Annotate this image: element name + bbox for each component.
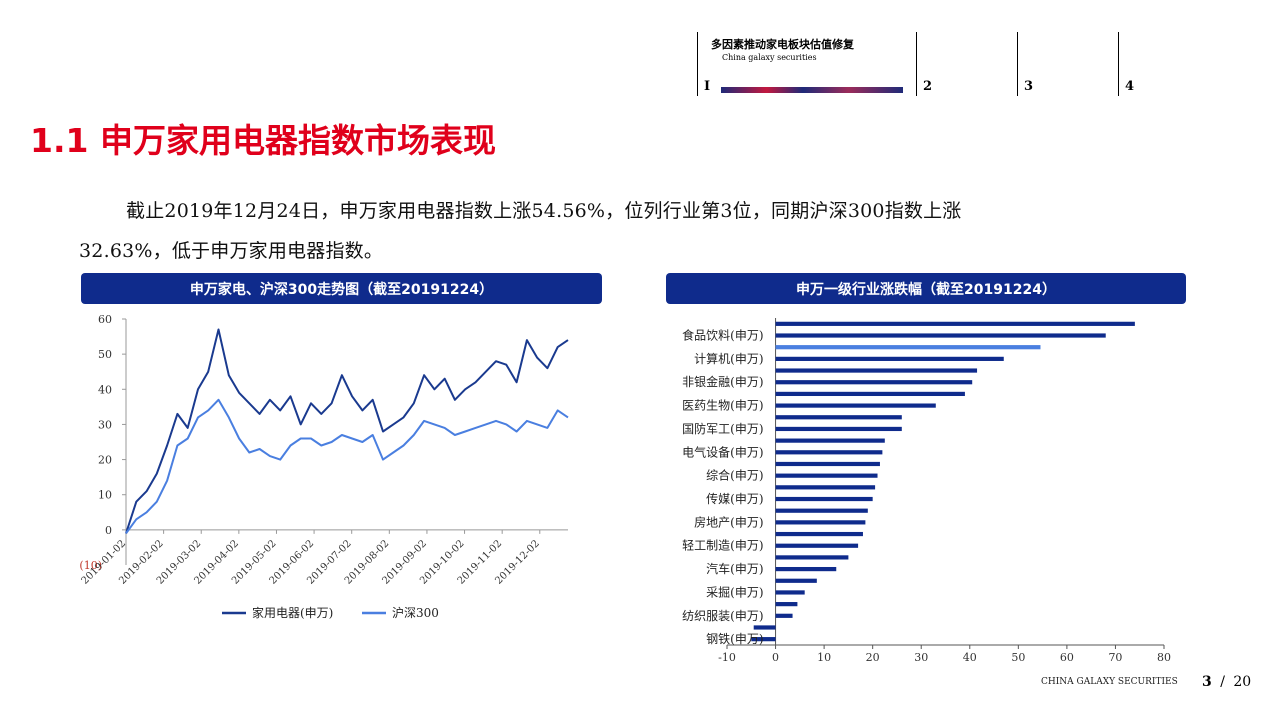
x-tick-label: 30 bbox=[914, 651, 928, 664]
y-tick-label: 40 bbox=[98, 383, 112, 396]
x-tick-label: 80 bbox=[1157, 651, 1171, 664]
x-tick-label: 20 bbox=[866, 651, 880, 664]
nav-divider bbox=[1017, 32, 1018, 96]
x-tick-label: 10 bbox=[817, 651, 831, 664]
legend-label: 沪深300 bbox=[392, 606, 439, 620]
category-label: 电气设备(申万) bbox=[682, 444, 763, 459]
y-tick-label: 10 bbox=[98, 489, 112, 502]
bar bbox=[775, 356, 1004, 361]
bar bbox=[753, 625, 776, 630]
x-tick-label: 40 bbox=[963, 651, 977, 664]
bar bbox=[775, 345, 1041, 350]
bar bbox=[775, 613, 793, 618]
paragraph-line-1: 截止2019年12月24日，申万家用电器指数上涨54.56%，位列行业第3位，同… bbox=[126, 200, 962, 222]
bar bbox=[775, 380, 973, 385]
page-total: 20 bbox=[1233, 674, 1252, 690]
y-tick-label: 60 bbox=[98, 313, 112, 326]
legend-label: 家用电器(申万) bbox=[252, 605, 333, 620]
y-tick-label: 30 bbox=[98, 418, 112, 431]
nav-title: 多因素推动家电板块估值修复 bbox=[711, 38, 854, 51]
y-tick-label: 50 bbox=[98, 348, 112, 361]
bar bbox=[775, 602, 798, 607]
nav-section-3[interactable]: 3 bbox=[1024, 79, 1034, 94]
left-chart-header: 申万家电、沪深300走势图（截至20191224） bbox=[81, 273, 602, 304]
category-label: 钢铁(申万) bbox=[706, 632, 763, 646]
bar bbox=[775, 578, 817, 583]
bar bbox=[775, 473, 878, 478]
nav-divider bbox=[1118, 32, 1119, 96]
category-label: 房地产(申万) bbox=[694, 514, 763, 529]
bar bbox=[775, 496, 873, 502]
category-label: 医药生物(申万) bbox=[682, 399, 763, 413]
bar bbox=[775, 426, 902, 432]
bar bbox=[775, 450, 883, 455]
x-tick-label: 50 bbox=[1011, 651, 1025, 664]
bar bbox=[775, 520, 866, 525]
nav-progress-bar bbox=[721, 87, 903, 93]
nav-divider bbox=[697, 32, 698, 96]
x-tick-label: 0 bbox=[772, 651, 779, 664]
category-label: 国防军工(申万) bbox=[682, 421, 763, 436]
bar bbox=[775, 555, 849, 560]
y-tick-label: 0 bbox=[105, 524, 112, 537]
bar bbox=[751, 637, 776, 642]
page-number: 3 / 20 bbox=[1202, 674, 1251, 690]
y-tick-label: (10) bbox=[79, 559, 102, 572]
category-label: 计算机(申万) bbox=[694, 351, 763, 366]
bar bbox=[775, 321, 1135, 326]
x-tick-label: -10 bbox=[718, 651, 736, 664]
page-separator: / bbox=[1220, 674, 1225, 690]
category-label: 食品饮料(申万) bbox=[682, 328, 763, 343]
bar bbox=[775, 485, 876, 490]
category-label: 综合(申万) bbox=[706, 468, 763, 483]
bar bbox=[775, 438, 885, 443]
y-tick-label: 20 bbox=[98, 454, 112, 467]
nav-section-4[interactable]: 4 bbox=[1125, 79, 1135, 94]
bar bbox=[775, 543, 859, 548]
footer-brand: CHINA GALAXY SECURITIES bbox=[1041, 677, 1178, 687]
series-line-csi300 bbox=[125, 398, 569, 534]
x-tick-label: 60 bbox=[1060, 651, 1074, 664]
category-label: 轻工制造(申万) bbox=[682, 539, 763, 553]
category-label: 非银金融(申万) bbox=[682, 374, 763, 389]
category-label: 汽车(申万) bbox=[706, 561, 763, 576]
bar bbox=[775, 531, 863, 537]
bar bbox=[775, 391, 965, 397]
nav-section-1[interactable]: I bbox=[704, 79, 711, 94]
nav-section-2[interactable]: 2 bbox=[923, 79, 933, 94]
bar bbox=[775, 566, 837, 572]
category-label: 纺织服装(申万) bbox=[682, 609, 763, 623]
page-current: 3 bbox=[1202, 674, 1212, 690]
bar bbox=[775, 368, 978, 373]
right-chart-header: 申万一级行业涨跌幅（截至20191224） bbox=[666, 273, 1186, 304]
bar bbox=[775, 403, 936, 408]
bar bbox=[775, 461, 880, 467]
bar bbox=[775, 508, 868, 513]
category-label: 传媒(申万) bbox=[706, 491, 763, 506]
bar-chart: 食品饮料(申万) 计算机(申万) 非银金融(申万) 医药生物(申万) 国防军工(申万) 电… bbox=[682, 318, 1171, 664]
bar bbox=[775, 333, 1106, 338]
nav-divider bbox=[916, 32, 917, 96]
paragraph-line-2: 32.63%，低于申万家用电器指数。 bbox=[79, 240, 384, 262]
nav-subtitle: China galaxy securities bbox=[722, 53, 817, 62]
category-label: 采掘(申万) bbox=[706, 584, 763, 599]
bar bbox=[775, 415, 902, 420]
series-line-appliance bbox=[125, 328, 569, 534]
page-title: 1.1 申万家用电器指数市场表现 bbox=[30, 121, 496, 160]
bar bbox=[775, 590, 805, 595]
x-tick-label: 70 bbox=[1108, 651, 1122, 664]
